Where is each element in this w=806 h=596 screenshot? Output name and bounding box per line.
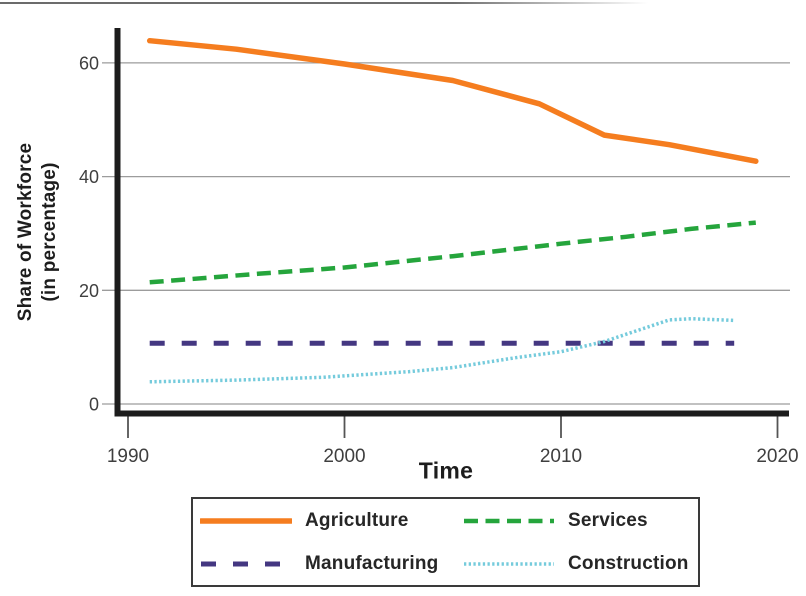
chart-plot-area: 0 20 40 60 1990 2000 2010 2020 (79, 28, 799, 467)
legend-item-manufacturing: Manufacturing (200, 542, 463, 585)
services-legend-swatch-icon (464, 518, 554, 523)
top-border-artifact (0, 2, 648, 4)
y-axis-title: Share of Workforce (in percentage) (14, 143, 62, 322)
x-tick-label: 2000 (323, 446, 365, 467)
legend-label-manufacturing: Manufacturing (305, 552, 439, 574)
x-tick-label: 2020 (756, 446, 798, 467)
legend-label-agriculture: Agriculture (305, 509, 409, 531)
agriculture-line (146, 37, 759, 164)
manufacturing-legend-swatch-icon (201, 561, 291, 566)
agriculture-legend-swatch-icon (200, 517, 292, 524)
legend-item-construction: Construction (463, 542, 698, 585)
legend-item-agriculture: Agriculture (200, 499, 463, 542)
legend-item-services: Services (463, 499, 698, 542)
y-tick-label: 20 (79, 281, 99, 301)
x-tick-label: 2010 (540, 446, 582, 467)
y-axis-title-line1: Share of Workforce (15, 142, 37, 322)
y-tick-label: 60 (79, 53, 99, 73)
legend-label-services: Services (568, 509, 648, 531)
y-tick-label: 40 (79, 167, 99, 187)
legend-label-construction: Construction (568, 552, 689, 574)
construction-line (149, 316, 735, 384)
y-axis-title-line2: (in percentage) (39, 162, 60, 302)
x-axis-title: Time (418, 457, 474, 484)
y-tick-label: 0 (89, 395, 99, 415)
x-tick-label: 1990 (107, 446, 149, 467)
construction-legend-swatch-icon (464, 561, 554, 566)
services-line (149, 220, 757, 285)
legend-box: Agriculture Services Manufacturing Construc… (191, 497, 700, 587)
